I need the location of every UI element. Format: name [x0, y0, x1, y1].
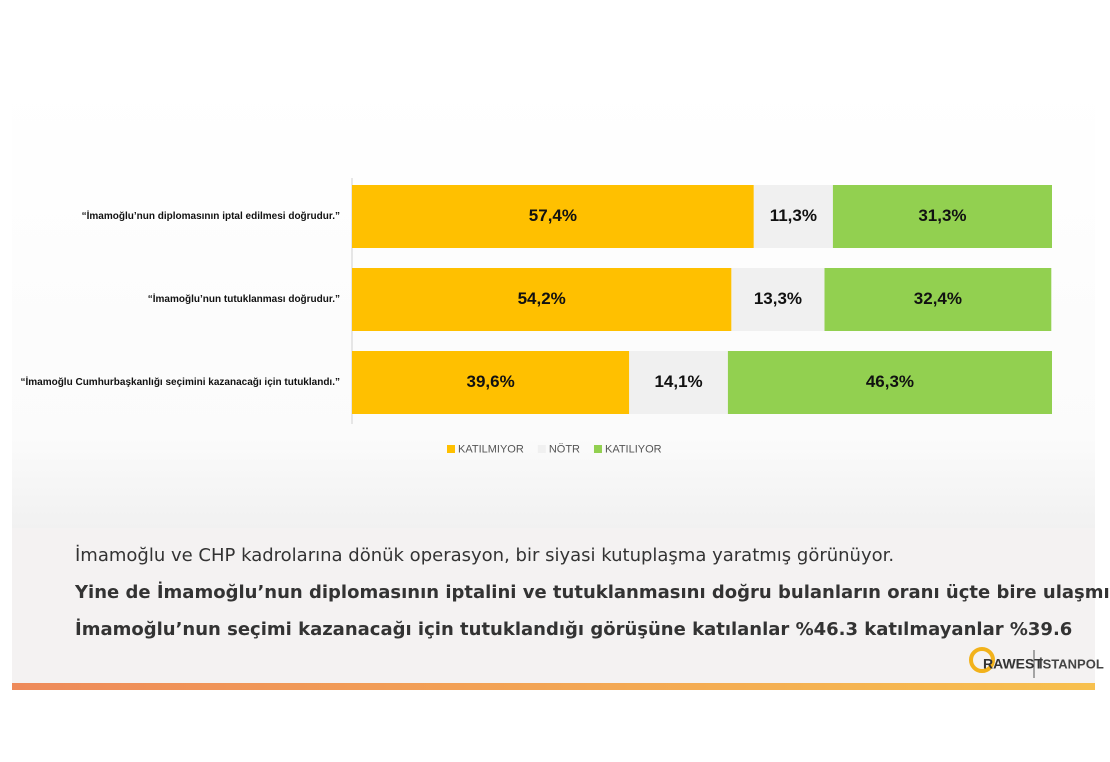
- legend-swatch: [537, 445, 546, 453]
- bar-segment: [629, 351, 728, 414]
- bar-segment: [753, 185, 833, 248]
- bar-segment: [352, 185, 754, 248]
- legend-swatch: [593, 445, 602, 453]
- logo: RAWEST İSTANPOL: [969, 647, 1104, 678]
- bar-segment: [731, 268, 825, 331]
- caption-panel: [12, 528, 1095, 683]
- value-label: 11,3%: [770, 206, 817, 225]
- legend-label: KATILIYOR: [605, 443, 662, 455]
- value-label: 31,3%: [918, 206, 966, 225]
- legend-swatch: [447, 445, 455, 453]
- bar-segment: [832, 185, 1052, 248]
- bar-segment: [352, 351, 630, 414]
- bar-segment: [824, 268, 1052, 331]
- legend-label: NÖTR: [549, 443, 580, 455]
- value-label: 46,3%: [866, 372, 914, 391]
- bar-segment: [727, 351, 1052, 414]
- value-label: 32,4%: [914, 289, 962, 308]
- logo-brand: RAWEST: [983, 656, 1043, 672]
- category-label: “İmamoğlu’nun tutuklanması doğrudur.”: [148, 292, 340, 305]
- legend-label: KATILMIYOR: [458, 443, 524, 455]
- logo-ring: [969, 647, 995, 673]
- caption-line: İmamoğlu ve CHP kadrolarına dönük operas…: [75, 545, 894, 566]
- category-label: “İmamoğlu Cumhurbaşkanlığı seçimini kaza…: [20, 375, 340, 388]
- value-label: 39,6%: [466, 372, 514, 391]
- accent-strip: [12, 683, 1095, 690]
- logo-partner: İSTANPOL: [1039, 656, 1104, 671]
- bar-segment: [352, 268, 732, 331]
- value-label: 14,1%: [654, 372, 702, 391]
- caption-line: Yine de İmamoğlu’nun diplomasının iptali…: [74, 581, 1110, 603]
- value-label: 13,3%: [754, 289, 802, 308]
- value-label: 57,4%: [529, 206, 577, 225]
- caption-line: İmamoğlu’nun seçimi kazanacağı için tutu…: [75, 618, 1072, 640]
- value-label: 54,2%: [518, 289, 566, 308]
- category-label: “İmamoğlu’nun diplomasının iptal edilmes…: [82, 209, 340, 222]
